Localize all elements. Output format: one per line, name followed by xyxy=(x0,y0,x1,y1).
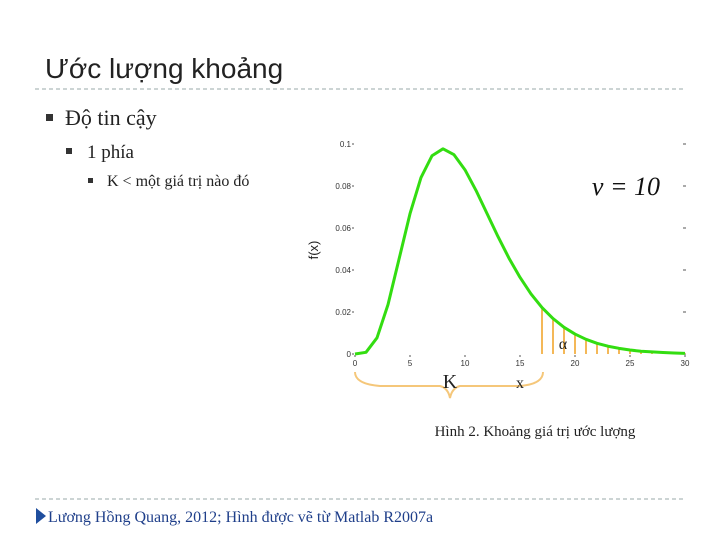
annotation: ν = 10 xyxy=(592,172,660,201)
curve xyxy=(354,147,686,356)
x-tick-label: 5 xyxy=(408,359,413,368)
chart-label: K xyxy=(443,371,458,393)
bullet: K < một giá trị nào đó xyxy=(107,173,249,190)
footer: Lương Hồng Quang, 2012; Hình được vẽ từ … xyxy=(48,509,433,526)
y-tick-label: 0.08 xyxy=(335,182,351,191)
chart-label: α xyxy=(559,336,568,353)
y-tick-label: 0.04 xyxy=(335,266,351,275)
x-tick-label: 25 xyxy=(626,359,635,368)
x-tick-label: 10 xyxy=(461,359,470,368)
x-tick-label: 20 xyxy=(571,359,580,368)
bullet: 1 phía xyxy=(87,142,135,163)
slide-title: Ước lượng khoảng xyxy=(45,53,283,84)
chart-label: x xyxy=(516,375,524,392)
x-tick-label: 0 xyxy=(353,359,358,368)
y-tick-label: 0.02 xyxy=(335,308,351,317)
bullet: Độ tin cậy xyxy=(65,105,157,130)
y-tick-label: 0.06 xyxy=(335,224,351,233)
brace xyxy=(354,371,544,399)
y-tick-label: 0 xyxy=(347,350,352,359)
bullet-icon xyxy=(46,114,53,121)
x-tick-label: 30 xyxy=(681,359,690,368)
bullet-icon xyxy=(66,148,72,154)
footer-icon xyxy=(36,508,46,524)
y-tick-label: 0.1 xyxy=(340,140,352,149)
caption: Hình 2. Khoảng giá trị ước lượng xyxy=(435,424,636,440)
bullet-icon xyxy=(88,178,93,183)
y-axis-label: f(x) xyxy=(306,241,321,260)
x-tick-label: 15 xyxy=(516,359,525,368)
